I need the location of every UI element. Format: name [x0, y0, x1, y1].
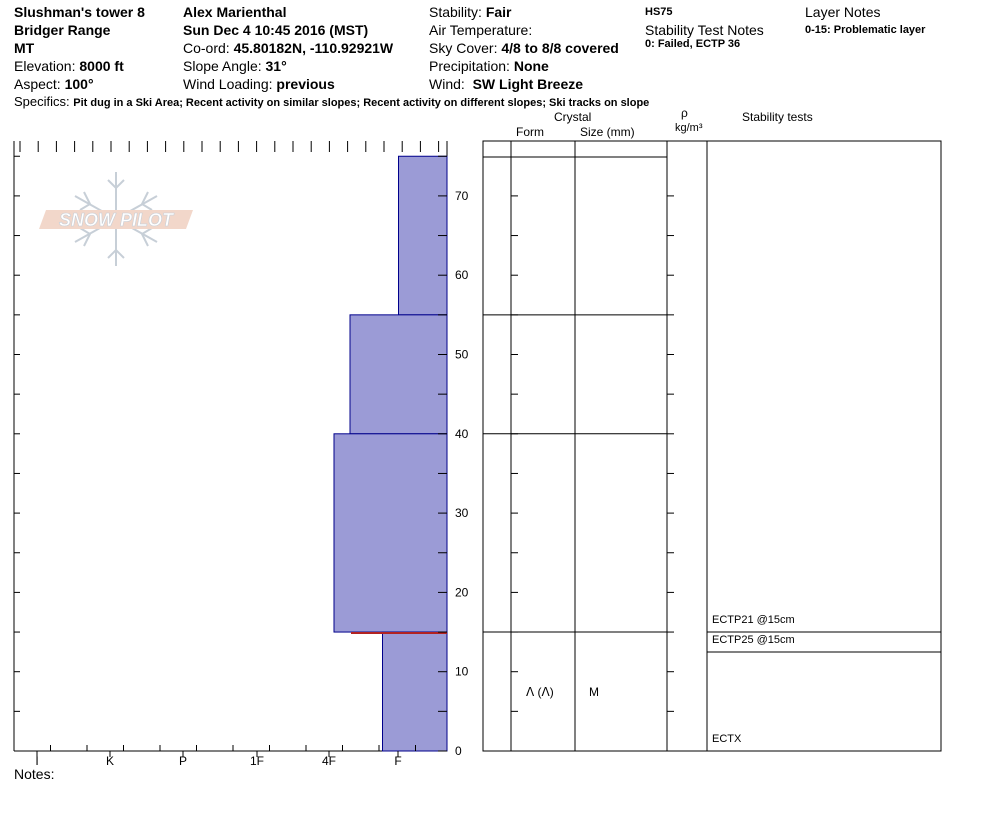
- location-name: Slushman's tower 8: [14, 4, 145, 20]
- elevation-label: Elevation:: [14, 58, 76, 74]
- state-name: MT: [14, 40, 35, 56]
- layer-table: [482, 140, 942, 752]
- crystal-size-cell: M: [589, 685, 599, 699]
- slope-value: 31°: [265, 58, 287, 74]
- depth-tick-label: 0: [455, 744, 462, 758]
- aspect-value: 100°: [64, 76, 94, 92]
- depth-axis-labels: 0 10 20 30 40 50 60 70: [455, 189, 469, 758]
- wind-value: SW Light Breeze: [472, 76, 584, 92]
- layer-table-ticks: [511, 195, 674, 712]
- aspect-label: Aspect:: [14, 76, 61, 92]
- stability-notes-label: Stability Test Notes: [645, 22, 764, 38]
- coord-label: Co-ord:: [183, 40, 230, 56]
- layer-notes-value: 0-15: Problematic layer: [805, 24, 926, 36]
- precip-label: Precipitation:: [429, 58, 510, 74]
- depth-tick-label: 50: [455, 348, 469, 362]
- hardness-label-K: K: [106, 754, 114, 768]
- depth-tick-label: 20: [455, 585, 469, 599]
- elevation-value: 8000 ft: [79, 58, 124, 74]
- range-name: Bridger Range: [14, 22, 111, 38]
- specifics-line: Specifics: Pit dug in a Ski Area; Recent…: [14, 94, 649, 109]
- hardness-label-F: F: [394, 754, 401, 768]
- coord-value: 45.80182N, -110.92921W: [233, 40, 394, 56]
- stability-tests-header: Stability tests: [742, 110, 813, 124]
- stability-tests-list: ECTP21 @15cm ECTP25 @15cm ECTX: [707, 614, 941, 745]
- header-observer-block: Alex Marienthal Sun Dec 4 10:45 2016 (MS…: [183, 3, 393, 93]
- header-site-block: Slushman's tower 8 Bridger Range MT Elev…: [14, 3, 145, 93]
- crystal-header: Crystal: [554, 110, 592, 124]
- wind-loading-label: Wind Loading:: [183, 76, 273, 92]
- stability-test-1: ECTP25 @15cm: [712, 634, 795, 646]
- hardness-axis-labels: I K P 1F 4F F: [13, 745, 416, 768]
- specifics-value: Pit dug in a Ski Area; Recent activity o…: [73, 97, 650, 109]
- notes-label: Notes:: [14, 766, 55, 782]
- size-header: Size (mm): [580, 125, 635, 139]
- stability-value: Fair: [485, 4, 512, 20]
- precip-value: None: [513, 58, 549, 74]
- hardness-layer-3: [381, 631, 448, 752]
- observation-datetime: Sun Dec 4 10:45 2016 (MST): [183, 22, 369, 38]
- slope-label: Slope Angle:: [183, 58, 262, 74]
- observer-name: Alex Marienthal: [183, 4, 287, 20]
- depth-tick-label: 30: [455, 506, 469, 520]
- sky-label: Sky Cover:: [429, 40, 498, 56]
- depth-tick-label: 10: [455, 665, 469, 679]
- density-unit: kg/m³: [675, 122, 703, 134]
- stability-test-0: ECTP21 @15cm: [712, 614, 795, 626]
- hardness-layer-2: [333, 433, 448, 633]
- stability-label: Stability:: [429, 4, 482, 20]
- hardness-label-I: I: [35, 754, 38, 768]
- density-symbol: ρ: [681, 106, 688, 120]
- snow-height: HS75: [645, 6, 673, 18]
- sky-value: 4/8 to 8/8 covered: [501, 40, 619, 56]
- depth-tick-label: 60: [455, 268, 469, 282]
- depth-tick-label: 70: [455, 189, 469, 203]
- depth-tick-label: 40: [455, 427, 469, 441]
- hardness-layer-1: [349, 314, 448, 435]
- stability-test-2: ECTX: [712, 733, 742, 745]
- stability-notes-value: 0: Failed, ECTP 36: [645, 38, 741, 50]
- wind-loading-value: previous: [276, 76, 335, 92]
- snowpilot-logo-text: SNOW PILOT: [59, 210, 175, 230]
- form-header: Form: [516, 125, 544, 139]
- crystal-form-cell: ⴷ (ᐱ): [526, 685, 554, 699]
- wind-label: Wind:: [429, 76, 465, 92]
- hardness-label-4F: 4F: [322, 754, 336, 768]
- snowpilot-logo: SNOW PILOT: [39, 172, 193, 266]
- specifics-label: Specifics:: [14, 94, 70, 109]
- hardness-layers: [333, 155, 448, 752]
- axis-ticks: [14, 141, 447, 752]
- air-temp-label: Air Temperature:: [429, 22, 533, 38]
- layer-notes-label: Layer Notes: [805, 4, 881, 20]
- header-conditions-block: Stability: Fair Air Temperature: Sky Cov…: [429, 3, 619, 93]
- hardness-label-P: P: [179, 754, 187, 768]
- hardness-label-1F: 1F: [250, 754, 264, 768]
